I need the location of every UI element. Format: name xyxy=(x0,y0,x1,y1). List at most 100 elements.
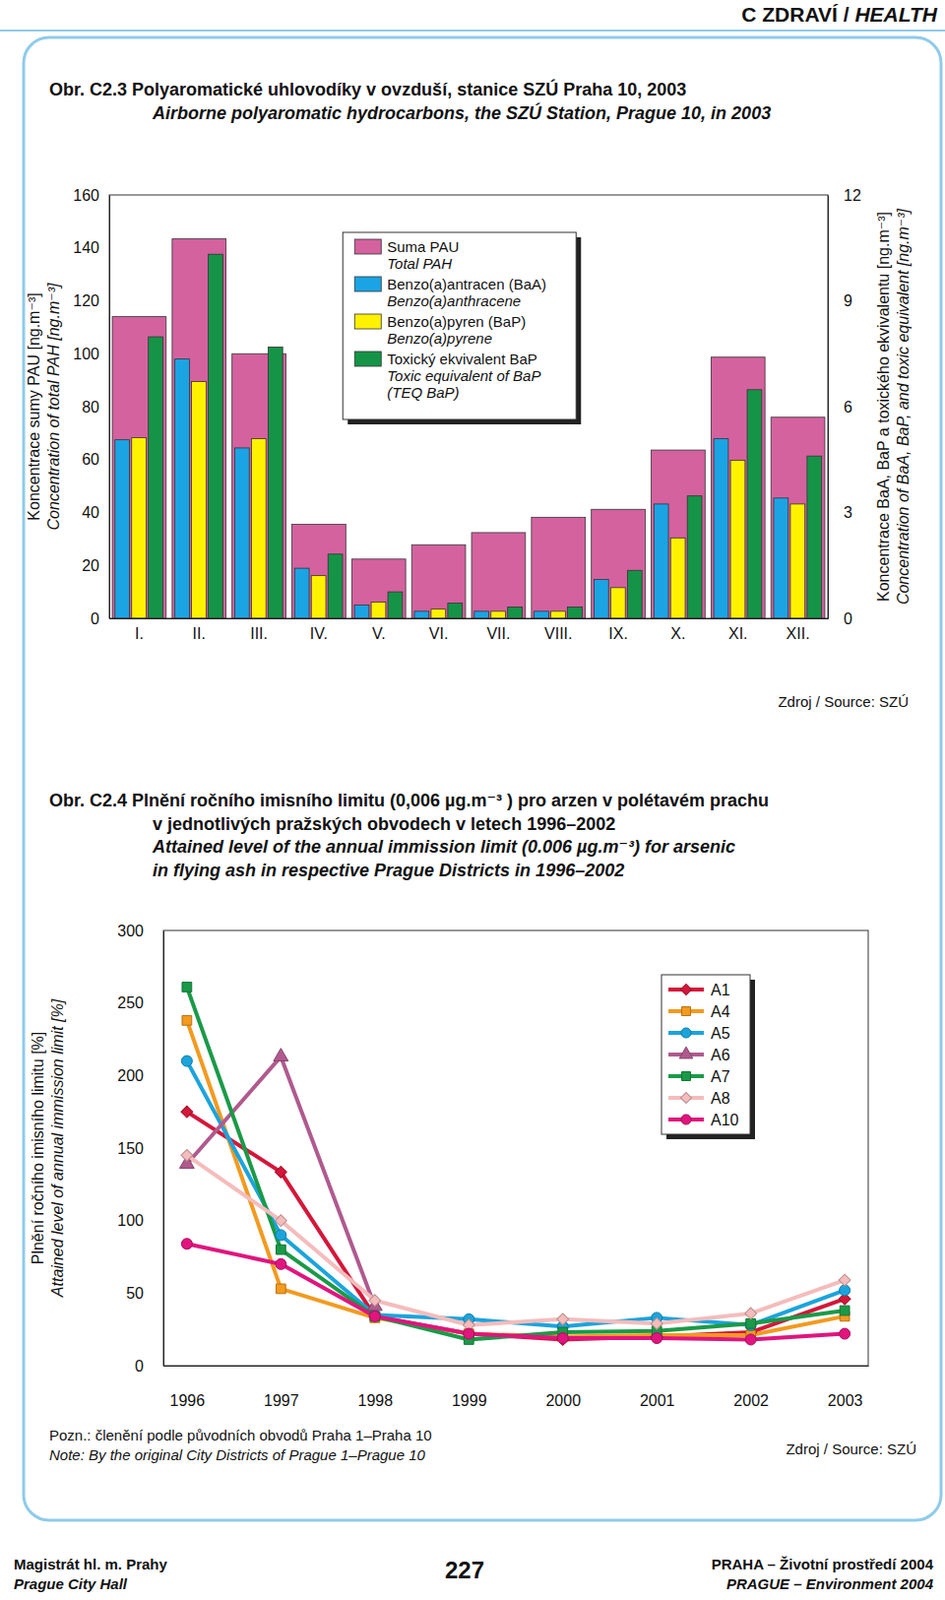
header: C ZDRAVÍ / HEALTH xyxy=(741,2,939,26)
axis-title: Concentration of total PAH [ng.m⁻³] xyxy=(45,282,63,530)
tick-label: 100 xyxy=(72,345,100,363)
legend-label: Benzo(a)antracen (BaA) xyxy=(386,275,547,293)
legend-label: A7 xyxy=(710,1068,731,1085)
marker xyxy=(182,1014,192,1025)
plot-area xyxy=(109,194,828,619)
marker xyxy=(463,1328,474,1339)
marker xyxy=(273,1048,289,1062)
bar xyxy=(208,253,224,619)
legend: Suma PAUTotal PAHBenzo(a)antracen (BaA)B… xyxy=(342,232,581,425)
title: v jednotlivých pražských obvodech v lete… xyxy=(152,814,616,834)
tick-label: XII. xyxy=(786,625,811,642)
marker xyxy=(370,1311,380,1322)
line xyxy=(187,1056,376,1306)
tick: 50 xyxy=(126,1284,164,1302)
marker xyxy=(651,1332,663,1344)
tick: 2000 xyxy=(545,1391,581,1409)
axis-title: Koncentrace BaA, BaP a toxického ekvival… xyxy=(875,211,892,602)
tick-label: 60 xyxy=(81,450,100,468)
marker xyxy=(463,1327,475,1339)
marker xyxy=(745,1333,756,1345)
tick: 1998 xyxy=(358,1391,394,1409)
bar xyxy=(471,532,526,619)
tick-label: 2003 xyxy=(827,1391,864,1409)
bar xyxy=(687,496,702,619)
bar xyxy=(234,447,250,619)
bar xyxy=(112,316,167,619)
bar xyxy=(534,611,550,619)
line xyxy=(187,1154,845,1324)
tick-label: 80 xyxy=(81,398,100,416)
tick-label: 0 xyxy=(134,1357,144,1375)
bar xyxy=(354,604,370,619)
chart: Obr. C2.3 Polyaromatické uhlovodíky v ov… xyxy=(25,78,912,710)
bar xyxy=(651,449,706,619)
bar xyxy=(807,455,822,619)
tick: 40 xyxy=(81,504,110,521)
bar xyxy=(507,607,523,619)
tick: 100 xyxy=(72,345,110,363)
bar xyxy=(251,439,266,619)
axis-line xyxy=(109,195,111,620)
source: Zdroj / Source: SZÚ xyxy=(785,1440,917,1457)
legend-label: Toxický ekvivalent BaP xyxy=(386,350,538,368)
bar xyxy=(591,508,646,619)
legend-label: A8 xyxy=(710,1089,731,1107)
axis: 036912 xyxy=(827,187,862,628)
legend-label: Total PAH xyxy=(386,254,452,272)
bar xyxy=(474,611,490,619)
tick: 60 xyxy=(81,450,110,468)
legend-swatch xyxy=(354,276,381,292)
bar xyxy=(790,504,806,619)
tick-label: 1996 xyxy=(170,1391,206,1409)
title: Airborne polyaromatic hydrocarbons, the … xyxy=(151,102,771,124)
legend-marker xyxy=(679,1046,693,1059)
title: in flying ash in respective Prague Distr… xyxy=(152,860,625,881)
tick: 2002 xyxy=(733,1391,769,1409)
bar xyxy=(431,609,446,619)
note: Pozn.: členění podle původních obvodů Pr… xyxy=(49,1426,433,1444)
plot-area xyxy=(163,930,869,1366)
tick: 250 xyxy=(117,994,164,1011)
page-number: 227 xyxy=(444,1556,485,1583)
marker xyxy=(369,1310,381,1323)
bar xyxy=(773,498,789,619)
tick: 160 xyxy=(72,187,110,204)
footer-right: PRAGUE – Environment 2004 xyxy=(726,1575,935,1592)
tick-label: XI. xyxy=(728,625,749,642)
tick-label: 3 xyxy=(843,504,853,521)
marker xyxy=(369,1310,380,1322)
legend-label: A1 xyxy=(710,981,731,999)
tick: 0 xyxy=(90,610,110,628)
bar xyxy=(593,579,609,619)
legend-box xyxy=(342,232,576,420)
tick: VIII. xyxy=(544,625,572,642)
marker xyxy=(557,1313,569,1325)
marker xyxy=(650,1317,663,1329)
bar xyxy=(131,438,147,619)
legend-marker xyxy=(681,984,693,996)
legend-label: A6 xyxy=(710,1046,731,1064)
bar xyxy=(610,587,626,619)
tick: 1996 xyxy=(170,1391,206,1409)
tick: 2003 xyxy=(827,1391,864,1409)
tick-label: VII. xyxy=(486,625,510,642)
bars xyxy=(112,239,825,619)
tick-label: 12 xyxy=(843,187,862,204)
footer-left: Magistrát hl. m. Prahy xyxy=(13,1555,169,1573)
marker xyxy=(275,1229,287,1241)
legend-marker xyxy=(681,1092,693,1104)
legend: A1A4A5A6A7A8A10 xyxy=(661,974,756,1139)
marker xyxy=(838,1273,851,1286)
tick: XI. xyxy=(728,625,749,642)
tick: I. xyxy=(134,625,144,642)
tick: VI. xyxy=(429,625,449,642)
axis-line xyxy=(110,618,829,620)
tick: XII. xyxy=(786,625,811,642)
marker xyxy=(181,1055,192,1067)
tick-label: 250 xyxy=(117,994,144,1011)
axis-line xyxy=(163,931,165,1367)
plot-frame xyxy=(109,194,828,619)
tick: 1997 xyxy=(263,1391,300,1409)
bar xyxy=(730,459,746,619)
